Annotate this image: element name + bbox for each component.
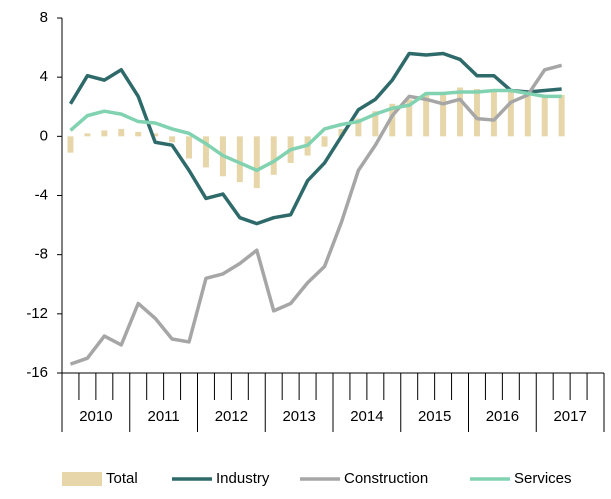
bar bbox=[457, 87, 464, 137]
bar bbox=[186, 136, 193, 159]
bar bbox=[423, 94, 430, 137]
y-tick-label: -8 bbox=[35, 246, 48, 263]
x-group-label: 2014 bbox=[350, 408, 383, 425]
legend-swatch bbox=[62, 472, 102, 486]
bar bbox=[236, 136, 243, 183]
bar bbox=[355, 118, 362, 137]
x-group-label: 2017 bbox=[553, 408, 586, 425]
bar bbox=[372, 111, 379, 137]
x-group-label: 2011 bbox=[147, 408, 179, 425]
x-group-label: 2013 bbox=[282, 408, 315, 425]
bar bbox=[118, 128, 125, 137]
y-tick-label: 8 bbox=[40, 9, 48, 26]
bar bbox=[389, 103, 396, 137]
bar bbox=[169, 136, 176, 143]
x-group-label: 2010 bbox=[79, 408, 112, 425]
bar bbox=[270, 136, 277, 175]
x-group-label: 2012 bbox=[215, 408, 248, 425]
bar bbox=[507, 89, 514, 137]
bar bbox=[490, 90, 497, 137]
bar bbox=[524, 91, 531, 137]
y-tick-label: 0 bbox=[40, 127, 48, 144]
bar bbox=[202, 136, 209, 168]
bar bbox=[84, 133, 91, 137]
bar bbox=[558, 94, 565, 137]
bar bbox=[101, 130, 108, 137]
line bbox=[68, 51, 562, 226]
bar bbox=[321, 136, 328, 147]
bar bbox=[338, 128, 345, 137]
legend-label: Total bbox=[106, 470, 138, 487]
x-group-label: 2016 bbox=[486, 408, 519, 425]
line bbox=[69, 88, 562, 173]
y-tick-label: -4 bbox=[35, 186, 48, 203]
bar bbox=[135, 131, 142, 137]
bar bbox=[67, 136, 74, 153]
legend-label: Industry bbox=[216, 470, 270, 487]
y-tick-label: -16 bbox=[26, 364, 48, 381]
bar bbox=[253, 136, 260, 189]
legend-label: Services bbox=[514, 470, 572, 487]
y-tick-label: 4 bbox=[40, 68, 48, 85]
bar bbox=[152, 133, 159, 137]
bar bbox=[440, 91, 447, 137]
x-group-label: 2015 bbox=[418, 408, 451, 425]
line bbox=[69, 63, 563, 366]
bar bbox=[473, 89, 480, 137]
y-tick-label: -12 bbox=[26, 305, 48, 322]
bar bbox=[541, 94, 548, 137]
legend-label: Construction bbox=[344, 470, 428, 487]
bar bbox=[406, 99, 413, 137]
